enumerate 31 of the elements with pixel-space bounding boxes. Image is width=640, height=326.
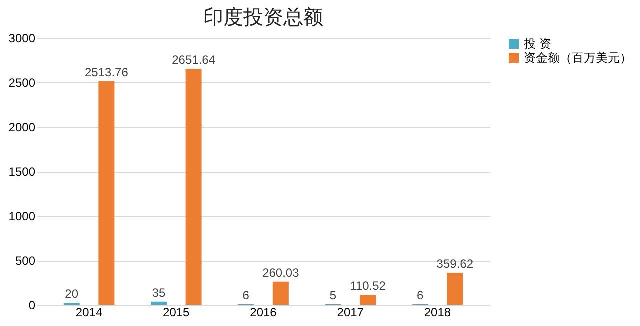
bar bbox=[272, 282, 289, 305]
data-label: 35 bbox=[152, 286, 166, 300]
data-label: 6 bbox=[416, 288, 424, 302]
data-label: 20 bbox=[65, 287, 79, 302]
data-label: 2651.64 bbox=[172, 53, 216, 68]
y-tick-label: 2000 bbox=[8, 120, 36, 134]
x-tick-label: 2018 bbox=[424, 306, 452, 320]
legend-label: 投 资 bbox=[523, 37, 552, 51]
data-label: 110.52 bbox=[350, 279, 386, 294]
data-label: 5 bbox=[330, 288, 337, 303]
bar bbox=[360, 295, 376, 305]
data-label: 359.62 bbox=[436, 256, 474, 271]
data-label: 6 bbox=[242, 288, 250, 302]
x-tick-label: 2016 bbox=[250, 306, 278, 320]
y-tick-label: 3000 bbox=[8, 32, 36, 46]
bar bbox=[186, 69, 202, 305]
x-tick-label: 2017 bbox=[337, 306, 364, 320]
bar bbox=[150, 302, 167, 305]
y-tick-label: 0 bbox=[28, 298, 36, 312]
data-label: 260.03 bbox=[262, 266, 300, 280]
data-label: 2513.76 bbox=[84, 65, 129, 80]
y-tick-label: 1500 bbox=[8, 165, 36, 179]
bar bbox=[98, 81, 115, 305]
x-tick-label: 2014 bbox=[76, 306, 103, 320]
y-tick-label: 500 bbox=[15, 254, 36, 268]
bar bbox=[447, 272, 464, 305]
legend-label: 资金额（百万美元） bbox=[524, 51, 632, 65]
y-tick-label: 2500 bbox=[8, 76, 36, 90]
chart-title: 印度投资总额 bbox=[204, 7, 324, 29]
x-tick-label: 2015 bbox=[163, 306, 190, 320]
y-tick-label: 1000 bbox=[8, 210, 36, 224]
